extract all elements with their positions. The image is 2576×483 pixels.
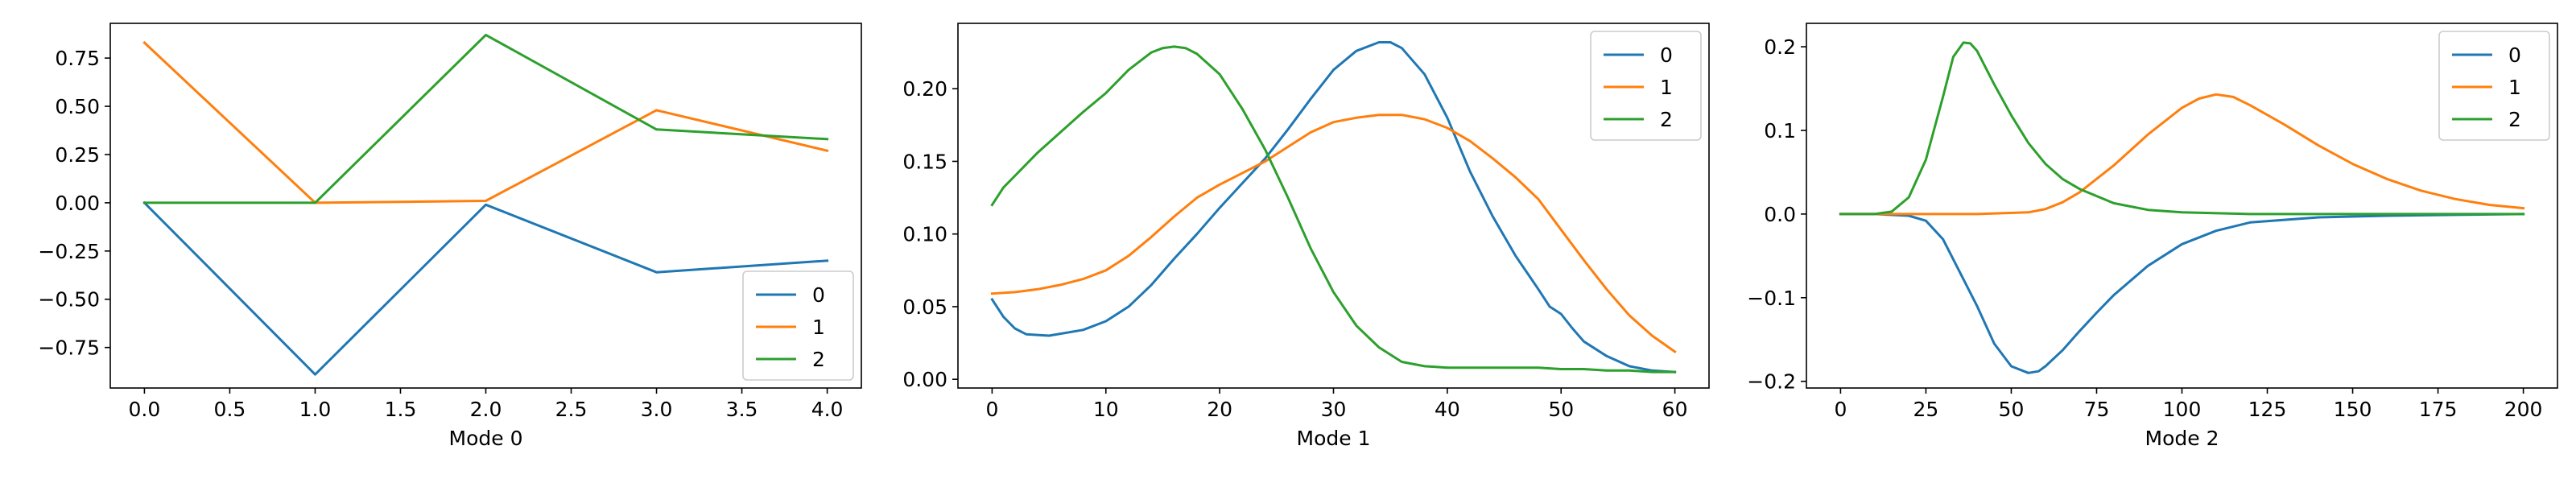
x-tick-label: 30 [1321,398,1347,421]
x-tick-label: 1.0 [299,398,332,421]
x-tick-label: 20 [1207,398,1232,421]
x-tick-label: 100 [2163,398,2202,421]
legend-box [2438,31,2550,141]
legend: 0 1 2 [2438,31,2550,141]
x-tick-label: 175 [2419,398,2458,421]
x-tick-label: 200 [2504,398,2543,421]
x-tick-label: 3.0 [641,398,673,421]
y-tick-label: 0.1 [1764,119,1796,142]
series-line-2 [990,45,1677,374]
x-tick-label: 0 [1834,398,1847,421]
y-tick-label: 0.05 [902,295,947,319]
y-tick-label: 0.00 [902,368,947,391]
x-tick-label: 25 [1913,398,1939,421]
x-tick-label: 3.5 [726,398,758,421]
y-tick-label: −0.75 [38,336,100,360]
series-line-1 [990,114,1677,353]
series-line-2 [142,33,829,204]
x-tick-label: 40 [1435,398,1460,421]
chart-panel-2: 0 25 50 75 100 125 150 175 200 −0.2 −0.1 0.0 0.1 0.2 M… [1747,23,2558,450]
series-line-1 [1839,93,2525,216]
series-line-0 [142,200,829,376]
legend-label-1: 1 [1660,76,1673,99]
y-tick-label: −0.50 [38,288,100,312]
x-axis-label: Mode 2 [2145,427,2219,450]
series-line-1 [142,40,829,204]
y-tick-label: −0.2 [1747,370,1796,394]
y-tick-label: 0.2 [1764,35,1796,59]
y-tick-label: 0.20 [902,77,947,101]
x-tick-label: 1.5 [385,398,417,421]
y-tick-label: 0.75 [55,47,100,70]
legend-label-0: 0 [1660,43,1673,67]
x-tick-label: 75 [2084,398,2110,421]
y-tick-label: 0.10 [902,223,947,246]
x-tick-label: 10 [1093,398,1119,421]
x-tick-label: 60 [1662,398,1688,421]
y-tick-label: 0.15 [902,150,947,173]
x-axis-label: Mode 0 [449,427,523,450]
x-axis-label: Mode 1 [1297,427,1371,450]
legend-label-0: 0 [812,283,825,307]
legend: 0 1 2 [742,270,854,381]
x-tick-label: 0.0 [129,398,161,421]
chart-panel-0: 0.0 0.5 1.0 1.5 2.0 2.5 3.0 3.5 4.0 −0.75 −0.50 −0.… [38,23,862,450]
series-line-2 [1839,41,2525,216]
x-tick-label: 0.5 [214,398,246,421]
legend: 0 1 2 [1590,31,1702,141]
x-tick-label: 50 [1999,398,2025,421]
y-tick-label: 0.0 [1764,203,1796,226]
legend-label-2: 2 [2508,108,2521,131]
x-tick-label: 0 [985,398,998,421]
y-tick-label: −0.25 [38,240,100,263]
legend-label-2: 2 [1660,108,1673,131]
y-tick-label: −0.1 [1747,287,1796,310]
legend-box [742,270,854,381]
y-tick-label: 0.50 [55,95,100,118]
x-tick-label: 125 [2248,398,2287,421]
legend-label-1: 1 [812,316,825,339]
legend-label-2: 2 [812,348,825,371]
x-tick-label: 50 [1548,398,1574,421]
x-tick-label: 2.5 [555,398,588,421]
x-tick-label: 2.0 [470,398,502,421]
legend-label-0: 0 [2508,43,2521,67]
y-tick-label: 0.25 [55,143,100,167]
series-line-0 [990,41,1677,374]
series-line-0 [1839,213,2525,374]
x-tick-label: 150 [2334,398,2372,421]
legend-box [1590,31,1702,141]
y-tick-label: 0.00 [55,192,100,215]
legend-label-1: 1 [2508,76,2521,99]
x-tick-label: 4.0 [811,398,844,421]
